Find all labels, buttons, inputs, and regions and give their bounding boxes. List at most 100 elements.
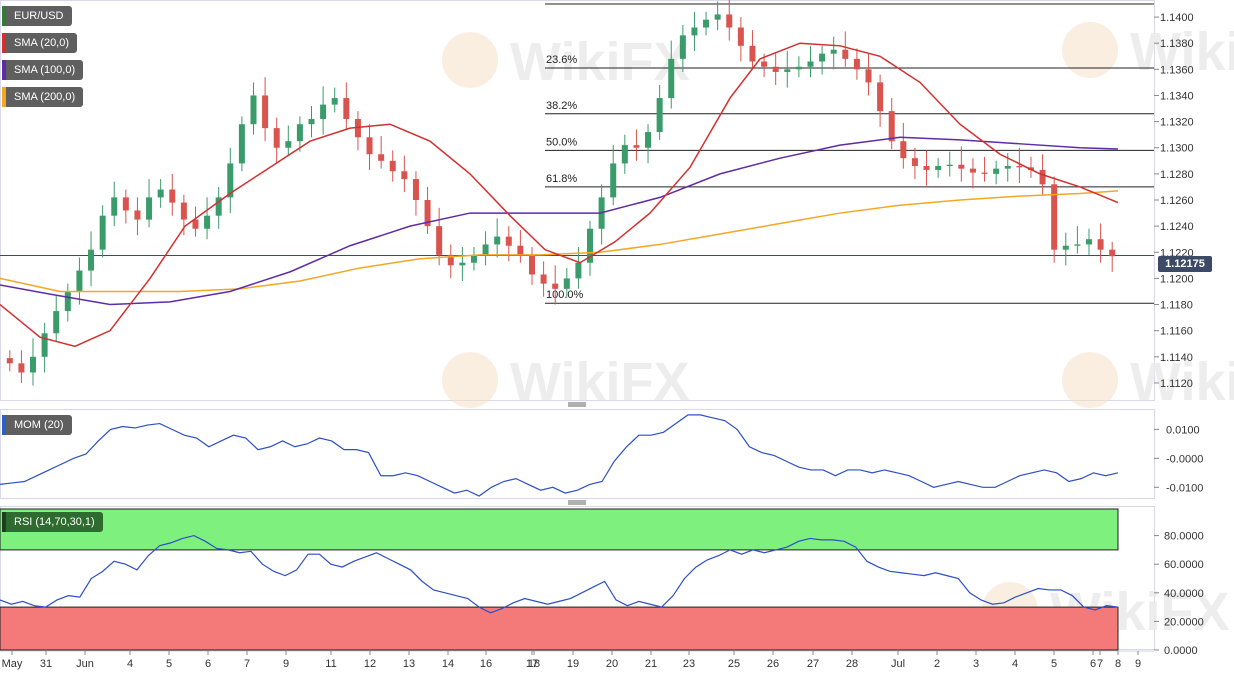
watermark-logo-0: [442, 32, 498, 88]
fib-label: 61.8%: [546, 173, 577, 185]
candle-body: [819, 53, 826, 62]
candle-body: [262, 95, 269, 129]
x-tick-label: 26: [767, 658, 779, 670]
mom-label: MOM (20): [14, 419, 64, 431]
watermark-logo-2: [442, 352, 498, 408]
x-tick-label: 14: [442, 658, 454, 670]
x-tick-label: 9: [283, 658, 289, 670]
main-ytick-label: 1.1300: [1160, 143, 1194, 155]
candle-body: [969, 168, 976, 173]
candle-body: [528, 254, 535, 275]
candle-body: [807, 61, 814, 67]
candle-body: [412, 179, 419, 200]
x-tick-label: 20: [606, 658, 618, 670]
watermark-text-3: WikiFX: [1130, 352, 1234, 412]
sma100-legend[interactable]: SMA (100,0): [2, 60, 84, 80]
main-ytick-label: 1.1240: [1160, 221, 1194, 233]
candle-body: [633, 145, 640, 148]
x-tick-label: 8: [1115, 658, 1121, 670]
rsi-ytick-label: 60.0000: [1164, 559, 1204, 571]
candle-body: [610, 163, 617, 198]
rsi-legend[interactable]: RSI (14,70,30,1): [2, 512, 103, 532]
x-tick-label: 13: [403, 658, 415, 670]
candle-body: [714, 14, 721, 20]
x-tick-label: 18: [528, 658, 540, 670]
candle-body: [320, 104, 327, 119]
candle-body: [470, 254, 477, 263]
x-tick-label: 11: [325, 658, 336, 670]
x-tick-label: Jul: [891, 658, 905, 670]
candle-body: [1016, 166, 1023, 168]
main-ytick-label: 1.1180: [1160, 300, 1193, 312]
candle-body: [331, 98, 338, 105]
candle-body: [41, 333, 48, 357]
sma200-legend[interactable]: SMA (200,0): [2, 87, 84, 107]
watermark-logo-1: [1062, 22, 1118, 78]
candle-body: [946, 164, 953, 167]
candle-body: [308, 118, 315, 125]
watermark-text-1: WikiFX: [1130, 22, 1234, 82]
candle-body: [749, 45, 756, 62]
candle-body: [958, 164, 965, 169]
candle-body: [923, 166, 930, 170]
candle-body: [761, 61, 768, 67]
candle-body: [737, 27, 744, 46]
main-ytick-label: 1.1200: [1160, 273, 1194, 285]
candle-body: [1109, 249, 1116, 257]
mom-splitter-handle: [568, 500, 586, 505]
sma100-line: [0, 136, 1119, 306]
candle-body: [911, 158, 918, 167]
watermark-logo-3: [1062, 352, 1118, 408]
candle-body: [621, 145, 628, 164]
candle-body: [517, 245, 524, 255]
rsi-ytick-label: 20.0000: [1164, 616, 1204, 628]
candle-body: [111, 197, 118, 216]
main-ytick-label: 1.1320: [1160, 117, 1194, 129]
mom-legend[interactable]: MOM (20): [2, 415, 72, 435]
x-tick-label: 9: [1135, 658, 1141, 670]
candle-body: [563, 278, 570, 289]
candle-body: [389, 160, 396, 172]
mom-line: [0, 414, 1119, 497]
candle-body: [726, 14, 733, 28]
candle-body: [1004, 166, 1011, 169]
candle-body: [227, 163, 234, 198]
x-tick-label: 2: [934, 658, 940, 670]
rsi-overbought-zone: [0, 508, 1119, 551]
candle-body: [401, 171, 408, 180]
sma20-legend[interactable]: SMA (20,0): [2, 33, 78, 53]
candle-body: [679, 35, 686, 59]
x-tick-label: 6: [1090, 658, 1096, 670]
candle-body: [18, 363, 25, 373]
candle-body: [99, 215, 106, 250]
symbol-legend[interactable]: EUR/USD: [2, 6, 72, 26]
candle-body: [354, 118, 361, 138]
candle-body: [285, 141, 292, 148]
candle-body: [1062, 245, 1069, 250]
candle-body: [122, 197, 129, 211]
fib-label: 23.6%: [546, 54, 577, 66]
sma200-label: SMA (200,0): [14, 91, 76, 103]
main-ytick-label: 1.1400: [1160, 12, 1194, 24]
x-tick-label: 3: [973, 658, 979, 670]
candle-body: [250, 95, 257, 125]
candle-body: [204, 215, 211, 229]
rsi-ytick-label: 80.0000: [1164, 531, 1204, 543]
x-tick-label: 16: [480, 658, 492, 670]
candle-body: [76, 270, 83, 292]
x-tick-label: 19: [567, 658, 579, 670]
candle-body: [1085, 239, 1092, 245]
x-tick-label: May: [2, 658, 23, 670]
fib-label: 50.0%: [546, 136, 577, 148]
candle-body: [343, 98, 350, 119]
candle-body: [853, 58, 860, 70]
x-tick-label: 25: [728, 658, 740, 670]
candle-body: [146, 197, 153, 220]
candle-body: [30, 356, 37, 373]
main-ytick-label: 1.1260: [1160, 195, 1194, 207]
rsi-swatch: [2, 512, 6, 532]
candle-body: [53, 311, 60, 334]
mom-pane-frame: [0, 409, 1155, 499]
